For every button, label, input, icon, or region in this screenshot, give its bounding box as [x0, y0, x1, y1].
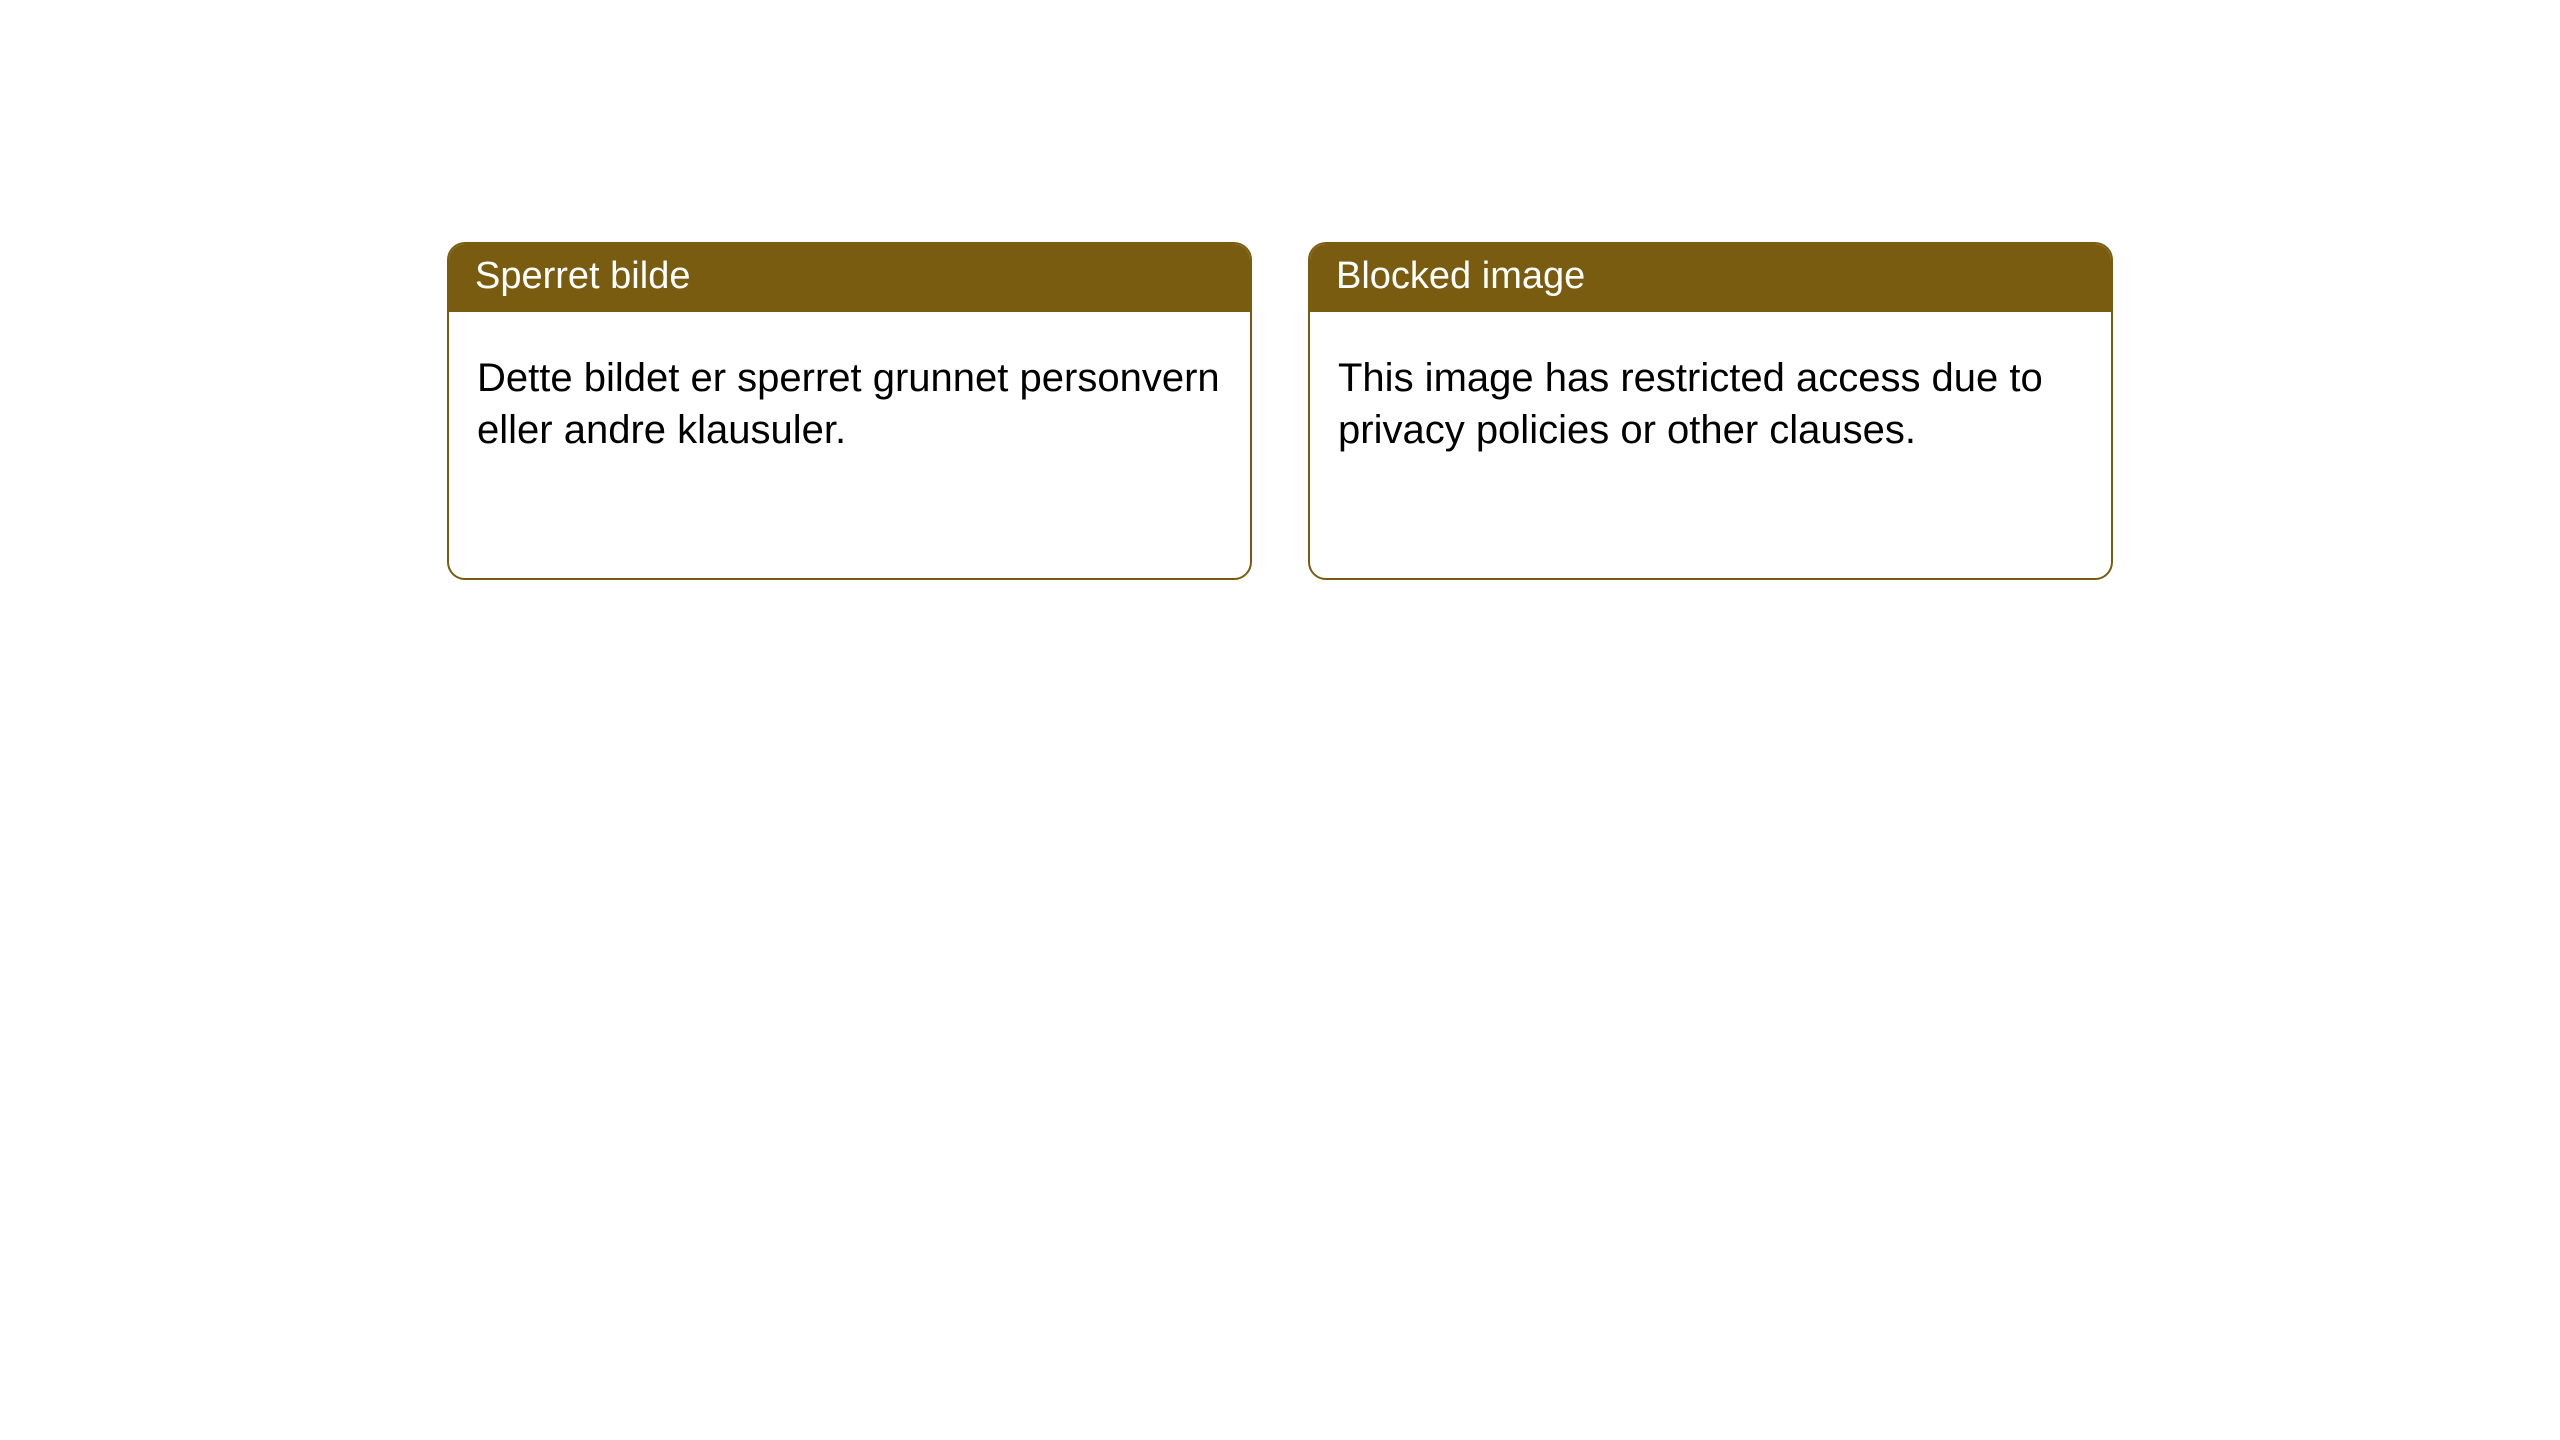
notice-title: Sperret bilde [475, 255, 690, 297]
notice-body-text: Dette bildet er sperret grunnet personve… [477, 356, 1220, 453]
notice-header: Sperret bilde [449, 244, 1250, 312]
notice-box-norwegian: Sperret bilde Dette bildet er sperret gr… [447, 242, 1252, 580]
notice-box-english: Blocked image This image has restricted … [1308, 242, 2113, 580]
notice-title: Blocked image [1336, 255, 1585, 297]
notice-body: This image has restricted access due to … [1310, 312, 2111, 486]
notice-body: Dette bildet er sperret grunnet personve… [449, 312, 1250, 486]
notice-header: Blocked image [1310, 244, 2111, 312]
notice-body-text: This image has restricted access due to … [1338, 356, 2043, 453]
notice-container: Sperret bilde Dette bildet er sperret gr… [0, 0, 2560, 580]
